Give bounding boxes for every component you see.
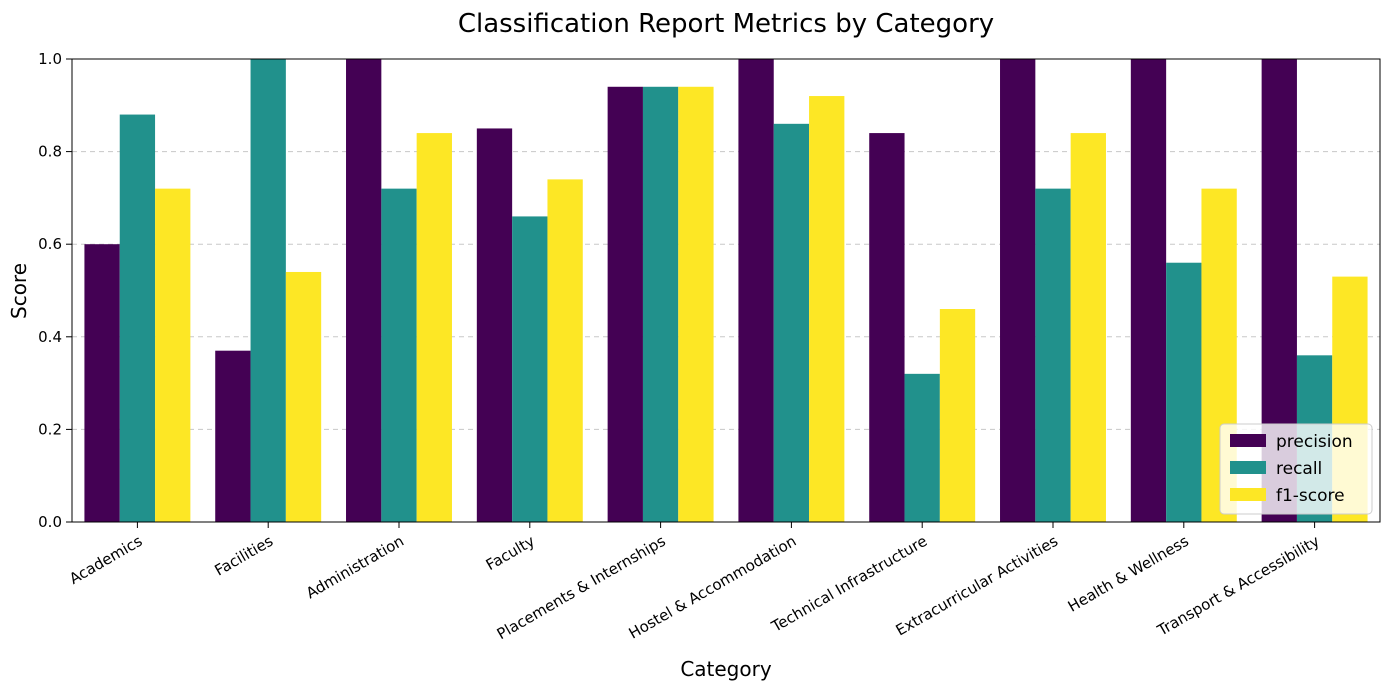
y-tick-label: 0.6: [38, 235, 62, 253]
bar-recall: [381, 188, 417, 522]
bar-precision: [84, 244, 120, 522]
legend: precision recall f1-score: [1219, 423, 1373, 515]
bar-precision: [1000, 59, 1036, 522]
bars: [84, 59, 1368, 523]
bar-precision: [1130, 59, 1167, 522]
legend-label: f1-score: [1276, 486, 1345, 506]
bar-precision: [607, 86, 643, 522]
legend-swatch: [1230, 461, 1266, 474]
legend-label: precision: [1276, 432, 1353, 452]
bar-precision: [215, 350, 251, 522]
bar-recall: [1035, 188, 1071, 522]
x-tick-label: Academics: [66, 532, 145, 588]
bar-recall: [1166, 262, 1202, 522]
bar-f1-score: [678, 86, 714, 522]
plot-frame: [71, 58, 1381, 523]
x-tick-label: Facilities: [212, 532, 277, 580]
y-axis-label: Score: [7, 263, 31, 319]
x-tick-label: Administration: [303, 532, 407, 602]
legend-swatch: [1230, 434, 1266, 447]
x-axis-label: Category: [680, 657, 772, 681]
bar-f1-score: [1070, 133, 1106, 522]
bar-f1-score: [155, 188, 191, 522]
y-tick-label: 0.2: [38, 420, 62, 438]
bar-f1-score: [285, 271, 322, 522]
bar-f1-score: [416, 133, 452, 522]
legend-label: recall: [1276, 459, 1322, 479]
bar-recall: [904, 373, 940, 522]
bar-recall: [250, 59, 286, 522]
bar-recall: [512, 216, 548, 523]
bar-precision: [346, 59, 382, 522]
x-tick-label: Faculty: [483, 532, 538, 574]
bar-f1-score: [809, 96, 845, 522]
bar-precision: [869, 133, 905, 522]
y-tick-label: 0.8: [38, 143, 62, 161]
bar-recall: [642, 86, 679, 522]
bar-f1-score: [939, 309, 976, 522]
bar-recall: [119, 114, 156, 522]
bar-precision: [476, 128, 513, 522]
bar-f1-score: [547, 179, 583, 522]
x-tick-label: Health & Wellness: [1065, 532, 1192, 616]
bar-precision: [738, 59, 774, 522]
y-tick-label: 0.4: [38, 328, 62, 346]
y-tick-label: 0.0: [38, 513, 62, 531]
legend-swatch: [1230, 488, 1266, 501]
y-tick-label: 1.0: [38, 50, 62, 68]
chart-title: Classification Report Metrics by Categor…: [458, 9, 994, 39]
bar-recall: [773, 123, 810, 522]
